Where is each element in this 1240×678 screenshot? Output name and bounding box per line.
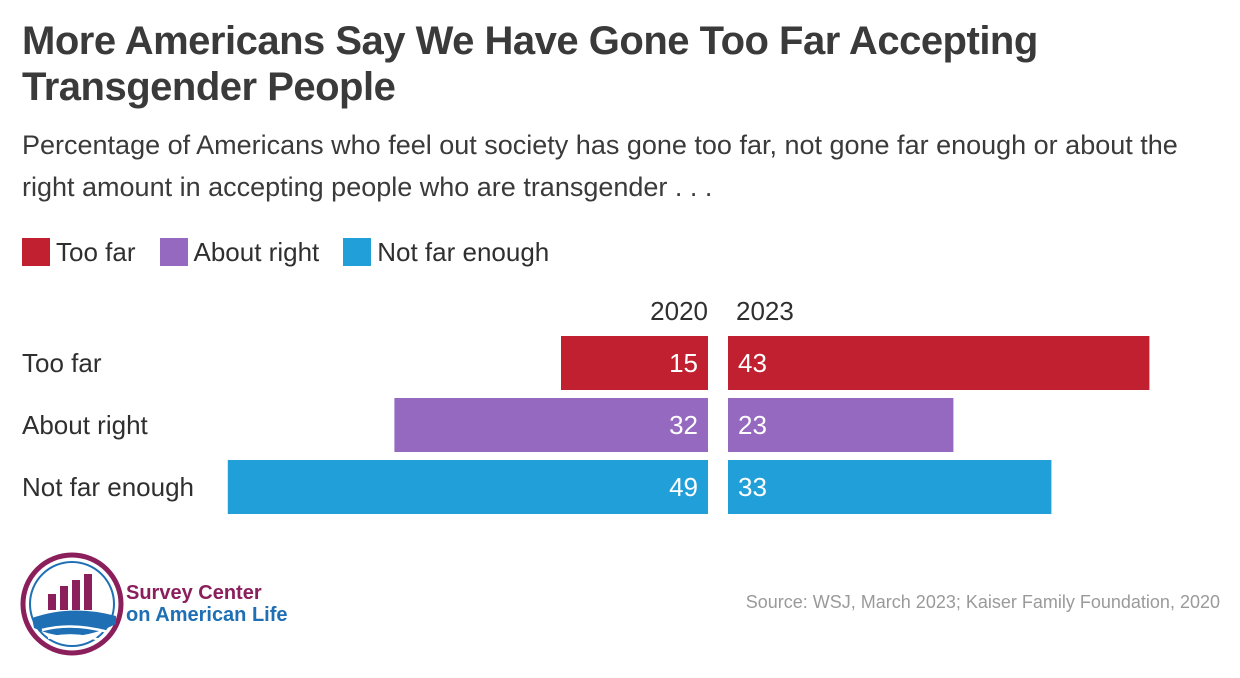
category-label-not-far-enough: Not far enough: [22, 472, 194, 502]
brand-name: Survey Center on American Life: [126, 582, 288, 626]
value-label-2023-not-far-enough: 33: [738, 472, 767, 502]
chart-subtitle: Percentage of Americans who feel out soc…: [22, 130, 1178, 202]
bar-2023-not-far-enough: [728, 460, 1052, 514]
value-label-2023-about-right: 23: [738, 410, 767, 440]
legend-swatch-too-far: [22, 238, 50, 266]
bar-2023-about-right: [728, 398, 954, 452]
legend-swatch-not-far-enough: [343, 238, 372, 266]
source-note: Source: WSJ, March 2023; Kaiser Family F…: [745, 592, 1220, 612]
legend-label-too-far: Too far: [56, 236, 136, 267]
category-label-about-right: About right: [22, 410, 149, 440]
bar-2020-about-right: [394, 398, 708, 452]
legend-label-not-far-enough: Not far enough: [377, 236, 550, 267]
brand-line-2: on American Life: [126, 604, 288, 626]
year-header-2023: 2023: [736, 296, 794, 326]
legend-item-about-right: About right: [159, 236, 320, 268]
legend: Too far About right Not far enough: [22, 234, 573, 270]
bar-chart: 2020 2023 Too far 15 43 About right 32 23 Not fa…: [22, 296, 1150, 514]
bar-2023-too-far: [728, 336, 1150, 390]
survey-center-logo-icon: [20, 552, 124, 656]
chart-title: More Americans Say We Have Gone Too Far …: [22, 19, 1038, 109]
legend-swatch-about-right: [159, 238, 188, 266]
bar-2020-not-far-enough: [227, 460, 709, 514]
legend-label-about-right: About right: [193, 236, 320, 267]
year-header-2020: 2020: [650, 296, 708, 326]
bar-2020-too-far: [561, 336, 708, 390]
value-label-2023-too-far: 43: [738, 348, 767, 378]
value-label-2020-too-far: 15: [669, 348, 698, 378]
brand-line-1: Survey Center: [126, 582, 262, 604]
value-label-2020-not-far-enough: 49: [669, 472, 698, 502]
value-label-2020-about-right: 32: [669, 410, 698, 440]
category-label-too-far: Too far: [22, 348, 102, 378]
legend-item-not-far-enough: Not far enough: [343, 237, 549, 268]
legend-item-too-far: Too far: [22, 237, 136, 268]
